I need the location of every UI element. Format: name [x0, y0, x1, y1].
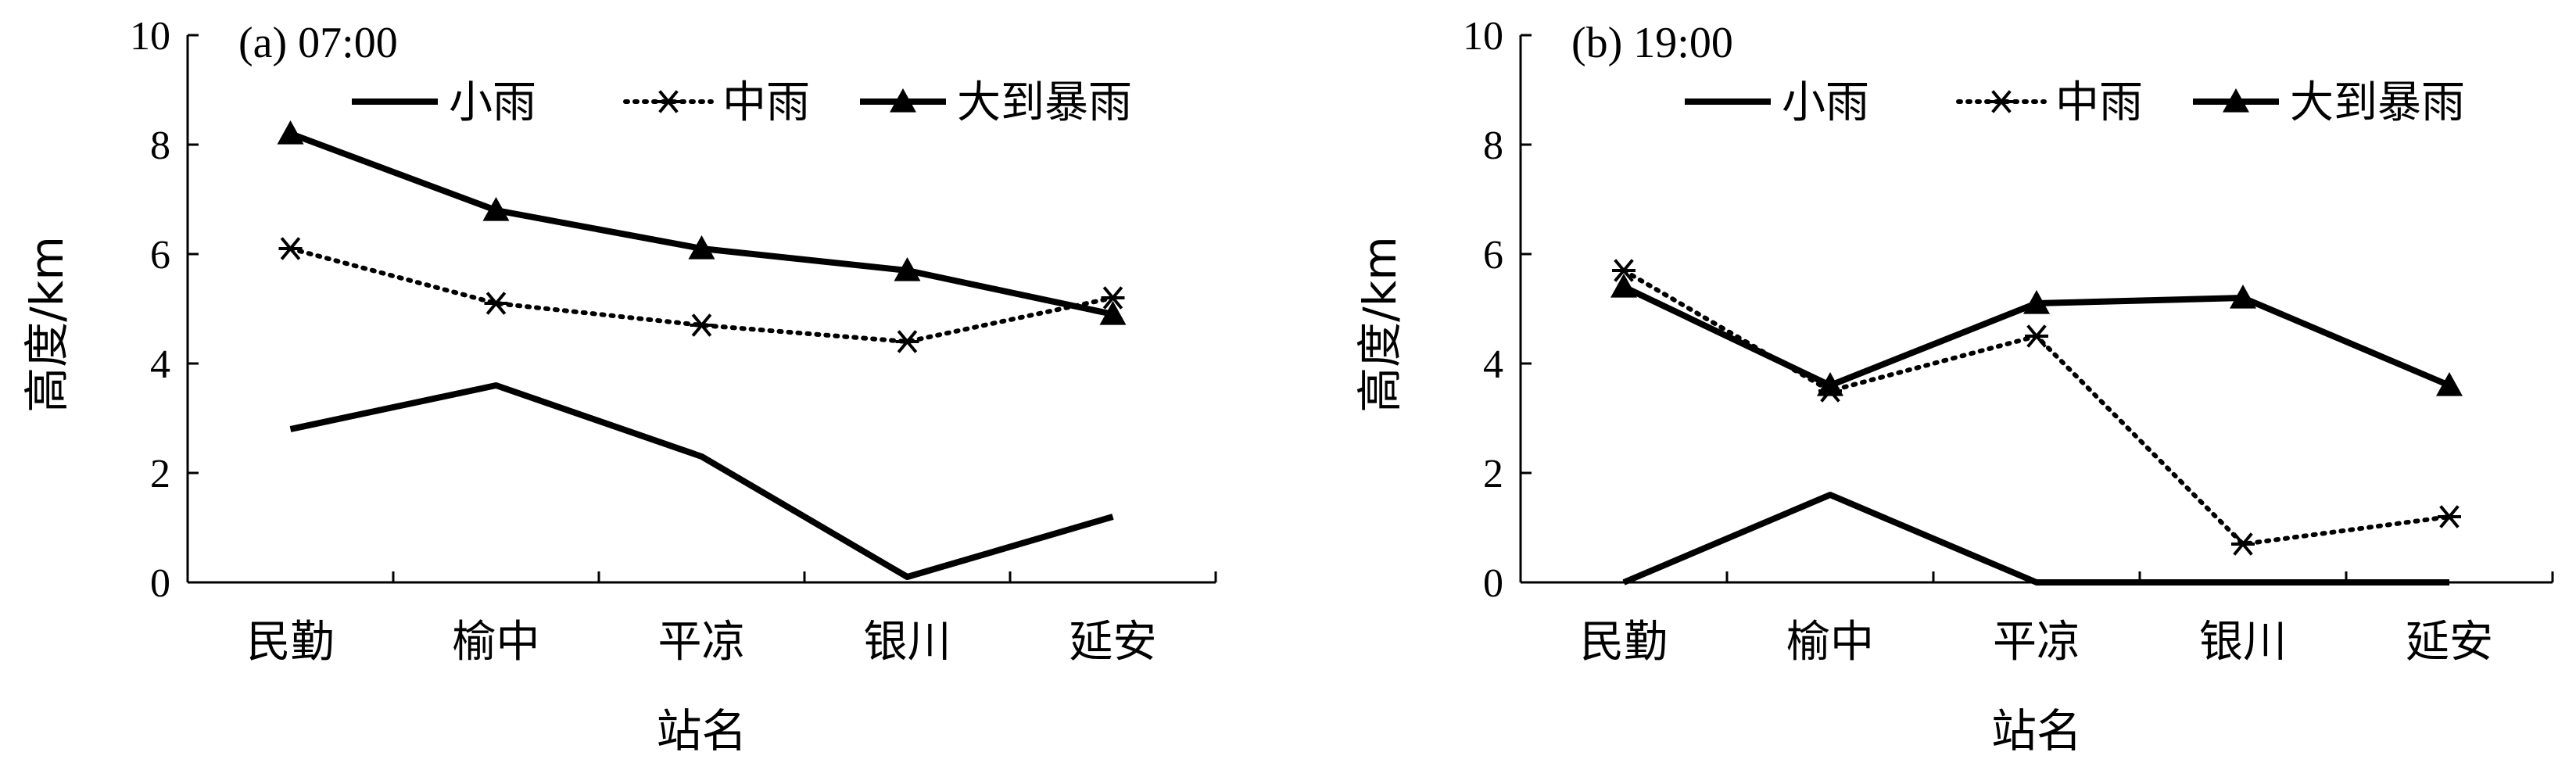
series-3-marker-4 — [1099, 301, 1127, 325]
series-line-1 — [1622, 492, 2449, 586]
series-1 — [289, 382, 1114, 580]
series-2 — [278, 237, 1125, 353]
panel-label: (a) 07:00 — [238, 19, 398, 67]
y-tick-label: 10 — [130, 14, 170, 59]
y-axis-title: 高度/km — [20, 236, 73, 413]
y-tick-label: 4 — [1483, 342, 1503, 387]
y-tick-label: 8 — [1483, 124, 1503, 168]
legend-label-2: 中雨 — [722, 77, 810, 128]
x-tick-label: 榆中 — [453, 617, 540, 668]
x-tick-label: 银川 — [2199, 617, 2287, 668]
y-tick-label: 6 — [150, 233, 170, 278]
x-axis-title: 站名 — [1991, 704, 2082, 757]
series-3-marker-3 — [2230, 285, 2256, 309]
legend-2-marker-0 — [1990, 90, 2013, 113]
legend-3-marker-0 — [890, 88, 916, 113]
series-3-marker-2 — [688, 235, 715, 260]
series-3 — [1610, 274, 2463, 396]
series-3-marker-3 — [894, 257, 921, 281]
legend-2-marker-0 — [657, 90, 680, 113]
series-2-marker-1 — [484, 292, 508, 315]
series-line-1 — [289, 382, 1114, 580]
x-tick-label: 延安 — [2406, 617, 2493, 668]
y-tick-label: 2 — [150, 452, 170, 496]
y-tick-label: 0 — [150, 561, 170, 606]
x-tick-label: 延安 — [1069, 617, 1157, 668]
series-2-marker-0 — [1612, 259, 1636, 282]
x-axis-title: 站名 — [656, 704, 747, 757]
legend-3-marker-0 — [2223, 88, 2249, 113]
series-2-marker-3 — [895, 330, 919, 353]
y-tick-label: 6 — [1483, 233, 1503, 278]
series-2-marker-4 — [1101, 286, 1125, 310]
series-3-marker-2 — [2023, 290, 2050, 314]
series-2-marker-3 — [2231, 532, 2255, 556]
series-3 — [277, 120, 1127, 325]
legend-label-3: 大到暴雨 — [957, 77, 1132, 128]
series-line-3 — [289, 131, 1114, 317]
series-1 — [1622, 492, 2449, 586]
legend-label-2: 中雨 — [2055, 77, 2143, 128]
series-3-marker-0 — [277, 120, 304, 145]
x-tick-label: 平凉 — [658, 617, 746, 668]
legend-label-1: 小雨 — [449, 77, 536, 128]
x-tick-label: 榆中 — [1786, 617, 1874, 668]
series-3-marker-1 — [482, 197, 510, 221]
x-tick-label: 民勤 — [247, 617, 335, 668]
y-tick-label: 10 — [1463, 14, 1503, 59]
series-line-2 — [288, 246, 1116, 344]
series-2-marker-2 — [2025, 324, 2048, 348]
series-3-marker-4 — [2436, 372, 2463, 396]
series-3-marker-0 — [1610, 274, 1637, 298]
y-tick-label: 8 — [150, 124, 170, 168]
x-tick-label: 民勤 — [1580, 617, 1668, 668]
y-tick-label: 0 — [1483, 561, 1503, 606]
series-2-marker-2 — [690, 313, 714, 337]
series-2-marker-0 — [278, 237, 303, 260]
legend-label-3: 大到暴雨 — [2290, 77, 2465, 128]
x-tick-label: 平凉 — [1993, 617, 2080, 668]
legend: 小雨 中雨 大到暴雨 — [1685, 77, 2465, 128]
panel-label: (b) 19:00 — [1571, 19, 1733, 67]
x-tick-label: 银川 — [864, 617, 951, 668]
series-2-marker-4 — [2438, 505, 2461, 528]
legend: 小雨 中雨 大到暴雨 — [352, 77, 1132, 128]
y-tick-label: 4 — [150, 342, 170, 387]
y-tick-label: 2 — [1483, 452, 1503, 496]
legend-label-1: 小雨 — [1782, 77, 1869, 128]
y-axis-title: 高度/km — [1353, 236, 1406, 413]
series-3-marker-1 — [1817, 372, 1843, 396]
